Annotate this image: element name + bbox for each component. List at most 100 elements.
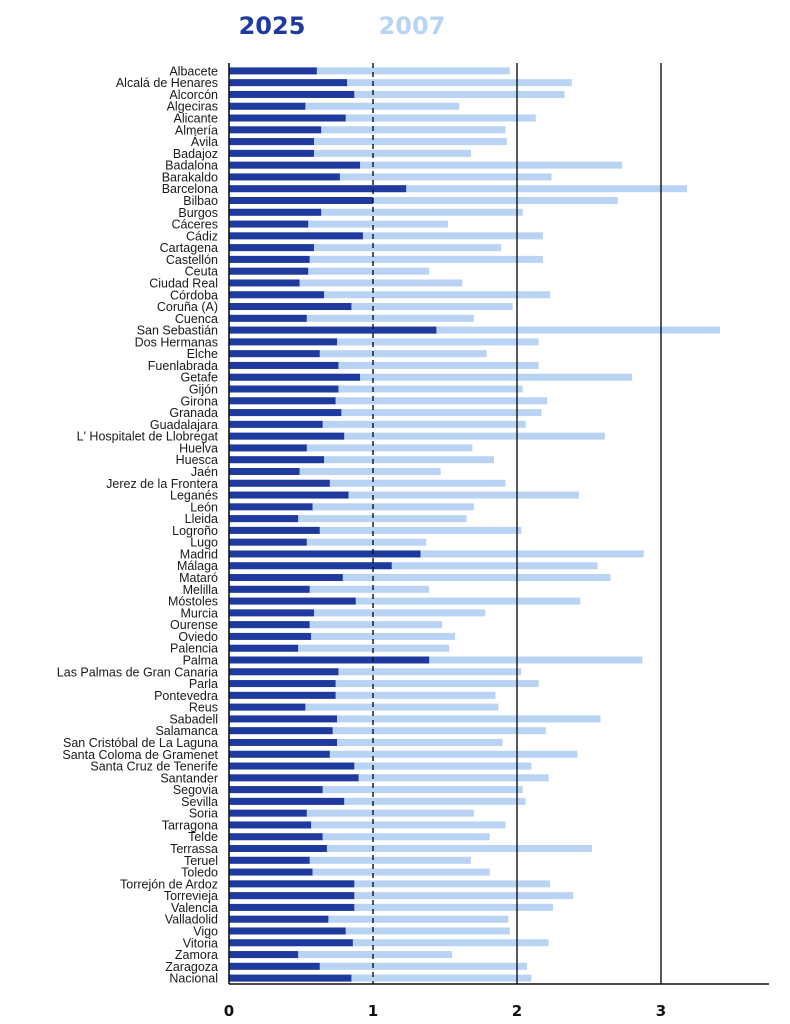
- category-label-badajoz: Badajoz: [173, 147, 218, 161]
- bar-2007-san-sebastian: [229, 326, 721, 334]
- bar-2025-oviedo: [229, 632, 312, 640]
- category-label-soria: Soria: [189, 807, 218, 821]
- category-label-leganes: Leganés: [170, 489, 218, 503]
- bar-2025-sabadell: [229, 715, 337, 723]
- category-label-logrono: Logroño: [172, 524, 218, 538]
- category-label-alcorcon: Alcorcón: [169, 88, 218, 102]
- category-label-santa-cruz-de-tenerife: Santa Cruz de Tenerife: [90, 760, 218, 774]
- category-label-lleida: Lleida: [185, 512, 218, 526]
- bar-2007-tarragona: [229, 821, 506, 829]
- bar-2025-dos-hermanas: [229, 338, 337, 346]
- category-label-torrejon-de-ardoz: Torrejón de Ardoz: [120, 877, 218, 891]
- bar-2025-barcelona: [229, 185, 407, 193]
- bar-2007-valencia: [229, 903, 553, 911]
- x-tick-label-2: 2: [512, 1002, 522, 1020]
- x-tick-label-0: 0: [224, 1002, 234, 1020]
- bar-2007-sevilla: [229, 797, 526, 805]
- category-label-reus: Reus: [189, 701, 218, 715]
- reference-lines: [372, 63, 662, 984]
- bar-2025-las-palmas-de-gran-canaria: [229, 668, 339, 676]
- bar-2025-san-sebastian: [229, 326, 437, 334]
- bar-2007-pontevedra: [229, 691, 496, 699]
- bar-2025-elche: [229, 350, 320, 358]
- bar-2007-jerez-de-la-frontera: [229, 479, 506, 487]
- x-tick-label-1: 1: [368, 1002, 378, 1020]
- category-label-valladolid: Valladolid: [165, 913, 218, 927]
- bar-2007-mostoles: [229, 597, 581, 605]
- category-label-caceres: Cáceres: [171, 218, 218, 232]
- category-label-teruel: Teruel: [184, 854, 218, 868]
- bar-2025-alicante: [229, 114, 346, 122]
- bar-2007-albacete: [229, 67, 510, 75]
- bar-2025-santa-coloma-de-gramenet: [229, 750, 330, 758]
- legend-label-2007: 2007: [379, 12, 446, 40]
- category-label-l-hospitalet-de-llobregat: L' Hospitalet de Llobregat: [77, 430, 219, 444]
- bar-2025-ceuta: [229, 267, 309, 275]
- bar-2007-alcala-de-henares: [229, 79, 572, 87]
- bar-2025-reus: [229, 703, 306, 711]
- bar-2007-ciudad-real: [229, 279, 463, 287]
- bar-2025-castellon: [229, 255, 310, 263]
- bar-2025-avila: [229, 138, 314, 146]
- bar-2025-madrid: [229, 550, 421, 558]
- category-label-palencia: Palencia: [170, 642, 218, 656]
- category-label-oviedo: Oviedo: [178, 630, 218, 644]
- category-label-san-sebastian: San Sebastián: [137, 324, 218, 338]
- bar-2007-zamora: [229, 951, 453, 959]
- bar-2007-toledo: [229, 868, 490, 876]
- category-label-alcala-de-henares: Alcalá de Henares: [116, 76, 218, 90]
- bar-2025-pontevedra: [229, 691, 336, 699]
- bar-2007-reus: [229, 703, 499, 711]
- category-label-melilla: Melilla: [183, 583, 218, 597]
- bar-2025-mostoles: [229, 597, 356, 605]
- bar-2007-lleida: [229, 515, 467, 523]
- bar-2007-badajoz: [229, 149, 471, 157]
- bar-2025-fuenlabrada: [229, 361, 339, 369]
- bar-2007-girona: [229, 397, 548, 405]
- bar-2007-castellon: [229, 255, 543, 263]
- bar-2025-malaga: [229, 562, 392, 570]
- bar-2025-algeciras: [229, 102, 306, 110]
- bar-2007-las-palmas-de-gran-canaria: [229, 668, 522, 676]
- bar-2007-getafe: [229, 373, 633, 381]
- bar-2007-barcelona: [229, 185, 687, 193]
- category-label-vitoria: Vitoria: [183, 936, 218, 950]
- bar-2007-leganes: [229, 491, 579, 499]
- bar-2025-palma: [229, 656, 430, 664]
- bar-2007-ourense: [229, 621, 443, 629]
- category-label-avila: Ávila: [191, 134, 218, 149]
- series-2007-bars: [229, 67, 721, 982]
- bar-2025-segovia: [229, 786, 323, 794]
- bar-2025-torrevieja: [229, 892, 355, 900]
- bar-2025-zaragoza: [229, 962, 320, 970]
- category-label-cadiz: Cádiz: [186, 229, 218, 243]
- bar-2007-cadiz: [229, 232, 543, 240]
- category-label-granada: Granada: [169, 406, 218, 420]
- bar-2025-badajoz: [229, 149, 314, 157]
- bar-2007-palma: [229, 656, 643, 664]
- bar-2007-oviedo: [229, 632, 456, 640]
- category-label-telde: Telde: [188, 830, 218, 844]
- bar-2025-guadalajara: [229, 420, 323, 428]
- bar-2007-malaga: [229, 562, 598, 570]
- bar-2007-palencia: [229, 644, 450, 652]
- category-label-bilbao: Bilbao: [183, 194, 218, 208]
- bar-2025-teruel: [229, 856, 310, 864]
- bar-2025-cadiz: [229, 232, 363, 240]
- category-label-huesca: Huesca: [176, 453, 218, 467]
- bar-2007-alicante: [229, 114, 536, 122]
- category-label-elche: Elche: [187, 347, 218, 361]
- category-label-zamora: Zamora: [175, 948, 218, 962]
- bar-2025-caceres: [229, 220, 309, 228]
- category-label-lugo: Lugo: [190, 536, 218, 550]
- bar-2025-burgos: [229, 208, 322, 216]
- category-label-dos-hermanas: Dos Hermanas: [135, 335, 218, 349]
- category-label-getafe: Getafe: [180, 371, 218, 385]
- bar-2025-vitoria: [229, 939, 353, 947]
- bar-2007-san-cristobal-de-la-laguna: [229, 738, 503, 746]
- bar-2007-l-hospitalet-de-llobregat: [229, 432, 605, 440]
- bar-2007-logrono: [229, 526, 522, 534]
- bar-2007-vitoria: [229, 939, 549, 947]
- bar-2025-l-hospitalet-de-llobregat: [229, 432, 345, 440]
